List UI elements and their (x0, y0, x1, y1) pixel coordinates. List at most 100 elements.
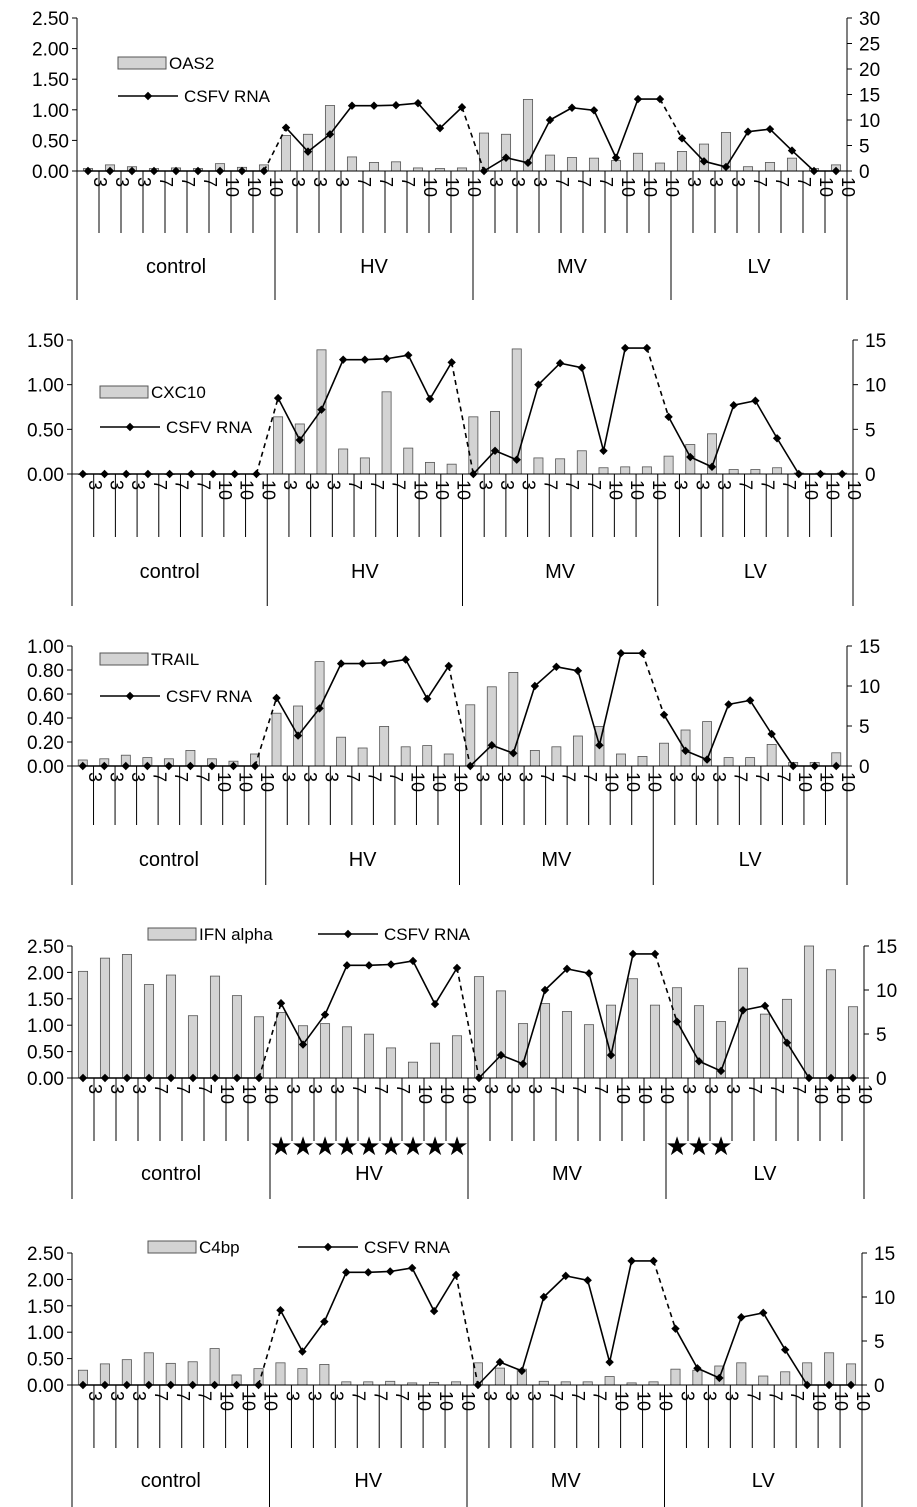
category-label: 3 (282, 1391, 302, 1401)
line-point (342, 961, 352, 970)
category-label: 10 (266, 177, 286, 197)
category-label: 3 (684, 177, 704, 187)
significance-star: ★ (687, 1131, 710, 1161)
line-point (165, 469, 174, 479)
category-label: 3 (85, 1391, 105, 1401)
line-point (276, 999, 286, 1008)
significance-star: ★ (709, 1131, 732, 1161)
line-segment (499, 1361, 523, 1372)
line-segment (641, 652, 665, 716)
line-segment (537, 362, 561, 386)
line-segment (411, 1267, 435, 1312)
line-point (144, 1073, 154, 1083)
category-label: 7 (552, 177, 572, 187)
line-segment (407, 354, 431, 400)
category-label: 7 (393, 1084, 413, 1094)
line-point (230, 469, 239, 479)
bar (379, 726, 390, 767)
group-label: LV (744, 561, 768, 583)
line-segment (674, 1328, 699, 1369)
legend: IFN alpha CSFV RNA (147, 925, 471, 944)
line-segment (279, 1309, 304, 1352)
bar (422, 745, 433, 767)
category-label: 3 (503, 1084, 523, 1094)
line-point (237, 166, 247, 176)
bar (676, 151, 688, 172)
line-segment (718, 1316, 743, 1379)
group-label: MV (541, 849, 572, 871)
left-tick-label: 0.60 (27, 685, 64, 706)
bar (610, 160, 622, 172)
left-tick-label: 1.00 (27, 1016, 64, 1037)
category-label: 10 (801, 480, 821, 500)
line-point (447, 358, 456, 367)
bar (825, 969, 837, 1079)
category-label: 3 (497, 480, 517, 490)
line-point (100, 1073, 110, 1083)
bar (566, 157, 578, 172)
significance-star: ★ (291, 1131, 314, 1161)
line-point (681, 746, 690, 755)
bar (297, 1025, 309, 1079)
category-label: 10 (816, 177, 836, 197)
line-segment (512, 685, 536, 754)
category-label: 3 (279, 772, 299, 782)
category-label: 10 (635, 1084, 655, 1104)
bar (598, 467, 609, 475)
bar (297, 1368, 308, 1386)
line-segment (472, 450, 496, 475)
line-point (642, 343, 652, 353)
category-label: 3 (288, 177, 308, 187)
line-point (408, 956, 418, 966)
category-label: 3 (323, 480, 343, 490)
line-segment (602, 347, 626, 451)
bar (187, 1015, 199, 1079)
line-point (487, 741, 496, 750)
category-label: 10 (237, 480, 257, 500)
line-segment (556, 666, 579, 672)
line-point (250, 761, 260, 771)
line-point (490, 446, 500, 455)
bar (654, 162, 666, 172)
group-label: HV (349, 849, 377, 871)
legend: C4bp CSFV RNA (147, 1238, 451, 1257)
line-segment (494, 450, 518, 461)
line-segment (301, 1321, 326, 1353)
line-point (627, 1256, 636, 1266)
line-segment (769, 128, 793, 152)
line-point (320, 1317, 329, 1326)
line-point (589, 106, 599, 115)
line-point (802, 1380, 812, 1390)
left-tick-label: 0.50 (27, 1043, 64, 1064)
category-label: 10 (649, 480, 669, 500)
line-point (229, 761, 238, 771)
legend-label: IFN alpha (199, 925, 273, 944)
line-point (707, 462, 717, 472)
line-point (272, 693, 281, 703)
bar (723, 757, 734, 767)
line-segment (598, 653, 622, 746)
bar (473, 976, 485, 1079)
category-label: 10 (627, 480, 647, 500)
line-point (760, 1001, 770, 1011)
category-label: 7 (584, 480, 604, 490)
line-point (452, 963, 462, 973)
category-label: 7 (596, 177, 616, 187)
line-segment (754, 400, 778, 439)
bar (275, 1362, 286, 1386)
line-point (794, 469, 803, 479)
line-point (382, 354, 391, 363)
left-tick-label: 0.00 (32, 162, 69, 183)
line-segment (728, 699, 751, 706)
line-point (655, 94, 665, 104)
line-point (512, 455, 521, 464)
category-label: 7 (590, 1391, 610, 1401)
line-point (338, 355, 348, 364)
line-point (721, 162, 731, 172)
line-point (743, 127, 753, 136)
line-point (407, 1263, 417, 1273)
line-point (385, 1267, 395, 1276)
line-point (78, 1380, 88, 1390)
line-segment (689, 456, 713, 468)
